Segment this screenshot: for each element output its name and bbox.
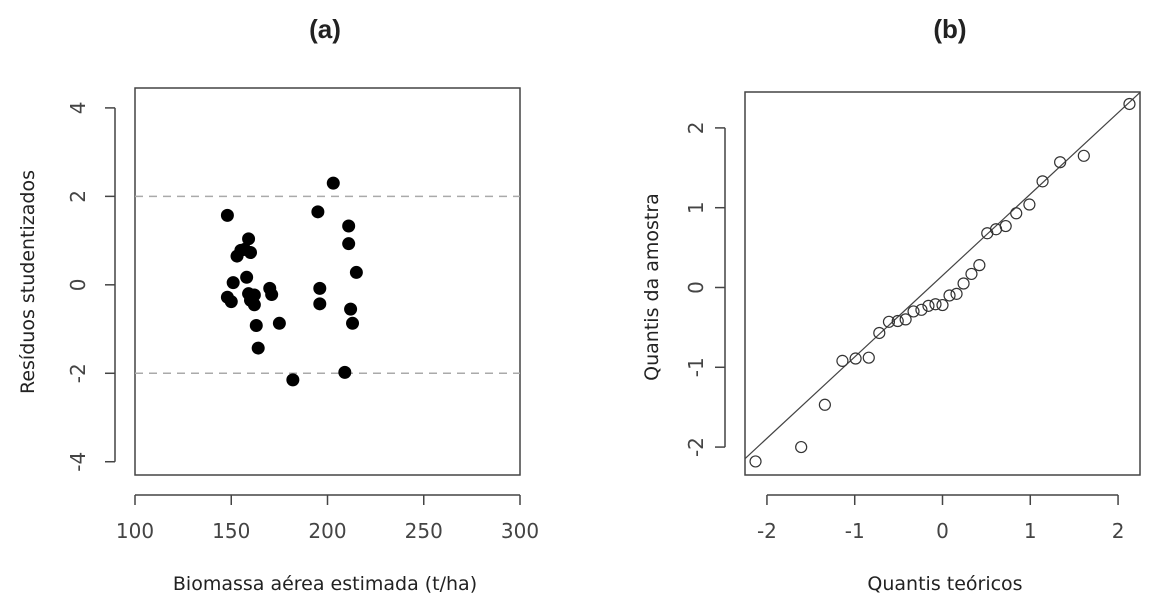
panel-b-y-tick-label: 0 bbox=[684, 281, 708, 294]
panel-a-data-point bbox=[342, 237, 356, 251]
panel-b-x-tick-label: 0 bbox=[936, 519, 949, 543]
panel-b-data-point bbox=[836, 354, 849, 367]
panel-a-y-tick-label: -4 bbox=[66, 452, 90, 472]
panel-b-data-point bbox=[873, 326, 886, 340]
panel-a-x-tick-label: 250 bbox=[405, 519, 443, 543]
panel-b-data-point bbox=[899, 313, 912, 326]
panel-b-x-tick-label: 1 bbox=[1024, 519, 1037, 543]
panel-b-data-point bbox=[749, 455, 762, 468]
panel-a-x-tick-label: 300 bbox=[501, 519, 539, 543]
panel-b-qq-reference-line bbox=[744, 91, 1141, 460]
panel-b-data-point bbox=[943, 289, 956, 302]
panel-a-y-tick-label: -2 bbox=[66, 363, 90, 383]
panel-a-y-tick-label: 4 bbox=[66, 102, 90, 115]
panel-a-data-point bbox=[286, 373, 300, 387]
panel-a-data-point bbox=[226, 276, 240, 290]
panel-a-data-point bbox=[349, 265, 363, 279]
panel-a-data-point bbox=[338, 365, 352, 379]
panel-b-y-axis-title: Quantis da amostra bbox=[641, 193, 663, 381]
panel-b-data-point bbox=[915, 303, 928, 316]
panel-b-y-tick-label: 2 bbox=[684, 122, 708, 135]
panel-a-data-point bbox=[220, 208, 234, 222]
panel-a-data-point bbox=[342, 219, 356, 233]
panel-a-y-axis-title: Resíduos studentizados bbox=[17, 170, 39, 394]
panel-a-data-point bbox=[242, 232, 256, 246]
panel-a-data-point bbox=[240, 270, 254, 284]
panel-a-data-point bbox=[249, 319, 263, 333]
panel-b-x-tick-label: -1 bbox=[845, 519, 865, 543]
panel-a-data-point bbox=[313, 281, 327, 295]
panel-b-y-tick-label: 1 bbox=[684, 201, 708, 214]
panel-b-data-point bbox=[965, 267, 978, 281]
panel-b-data-point bbox=[882, 315, 896, 328]
panel-a-plot-frame bbox=[134, 87, 521, 476]
panel-b-x-tick-label: 2 bbox=[1112, 519, 1125, 543]
panel-b-data-point bbox=[891, 314, 904, 328]
panel-b-x-tick-label: -2 bbox=[757, 519, 777, 543]
panel-b-data-point bbox=[999, 219, 1012, 233]
panel-b-data-point bbox=[922, 299, 935, 312]
panel-a-data-point bbox=[313, 297, 327, 311]
panel-a-x-tick-label: 200 bbox=[308, 519, 346, 543]
panel-b-data-point bbox=[1077, 149, 1090, 162]
panel-a-data-point bbox=[326, 176, 340, 190]
panel-b-data-point bbox=[1010, 207, 1023, 220]
panel-a-data-point bbox=[344, 302, 358, 316]
panel-b-data-point bbox=[849, 352, 862, 365]
panel-b-plot-frame bbox=[744, 91, 1141, 476]
panel-a-data-point bbox=[346, 316, 360, 330]
panel-b-data-point bbox=[929, 298, 942, 311]
panel-a-x-axis-title: Biomassa aérea estimada (t/ha) bbox=[173, 573, 477, 595]
panel-b-data-point bbox=[818, 398, 831, 411]
panel-a-data-point bbox=[311, 205, 325, 219]
panel-a-title: (a) bbox=[309, 14, 341, 44]
panel-a-data-point bbox=[272, 316, 286, 330]
panel-a-x-tick-label: 100 bbox=[116, 519, 154, 543]
panel-b-data-point bbox=[1123, 97, 1136, 111]
panel-a-data-point bbox=[265, 288, 279, 302]
panel-a-data-point bbox=[224, 295, 238, 309]
panel-b-data-point bbox=[936, 298, 949, 312]
panel-b-data-point bbox=[1036, 175, 1049, 188]
panel-b-title: (b) bbox=[933, 14, 966, 44]
panel-a-y-tick-label: 0 bbox=[66, 278, 90, 291]
panel-b-data-point bbox=[907, 305, 920, 318]
panel-b-data-point bbox=[957, 277, 970, 290]
panel-a-data-point bbox=[251, 341, 265, 355]
panel-b-data-point bbox=[862, 351, 875, 364]
panel-b-data-point bbox=[1023, 198, 1036, 211]
panel-a-x-tick-label: 150 bbox=[212, 519, 250, 543]
panel-a-data-point bbox=[244, 246, 257, 260]
panel-a-y-tick-label: 2 bbox=[66, 190, 90, 203]
panel-b-y-tick-label: -1 bbox=[684, 357, 708, 377]
panel-a-data-point bbox=[247, 288, 261, 302]
panel-b-x-axis-title: Quantis teóricos bbox=[867, 573, 1022, 595]
panel-a-data-point bbox=[247, 298, 261, 312]
panel-b-data-point bbox=[795, 440, 808, 454]
panel-b-data-point bbox=[973, 259, 986, 272]
panel-b-data-point bbox=[1054, 156, 1067, 169]
panel-b-data-point bbox=[950, 287, 963, 300]
panel-b-y-tick-label: -2 bbox=[684, 437, 708, 457]
